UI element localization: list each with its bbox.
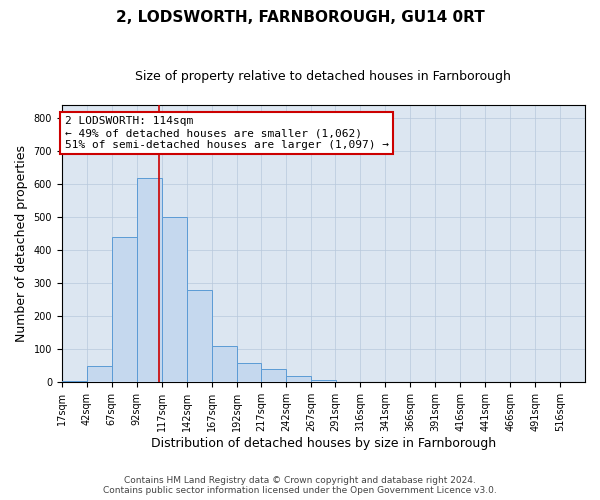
Bar — [236, 362, 262, 382]
Bar — [112, 237, 137, 382]
Text: Contains HM Land Registry data © Crown copyright and database right 2024.
Contai: Contains HM Land Registry data © Crown c… — [103, 476, 497, 495]
Title: Size of property relative to detached houses in Farnborough: Size of property relative to detached ho… — [136, 70, 511, 83]
Bar — [311, 380, 337, 382]
X-axis label: Distribution of detached houses by size in Farnborough: Distribution of detached houses by size … — [151, 437, 496, 450]
Bar — [87, 366, 112, 382]
Bar — [286, 376, 311, 382]
Bar — [161, 218, 187, 382]
Bar — [212, 346, 236, 383]
Bar — [187, 290, 212, 382]
Bar — [62, 380, 87, 382]
Bar — [262, 369, 286, 382]
Text: 2, LODSWORTH, FARNBOROUGH, GU14 0RT: 2, LODSWORTH, FARNBOROUGH, GU14 0RT — [116, 10, 484, 25]
Text: 2 LODSWORTH: 114sqm
← 49% of detached houses are smaller (1,062)
51% of semi-det: 2 LODSWORTH: 114sqm ← 49% of detached ho… — [65, 116, 389, 150]
Y-axis label: Number of detached properties: Number of detached properties — [15, 145, 28, 342]
Bar — [137, 178, 161, 382]
